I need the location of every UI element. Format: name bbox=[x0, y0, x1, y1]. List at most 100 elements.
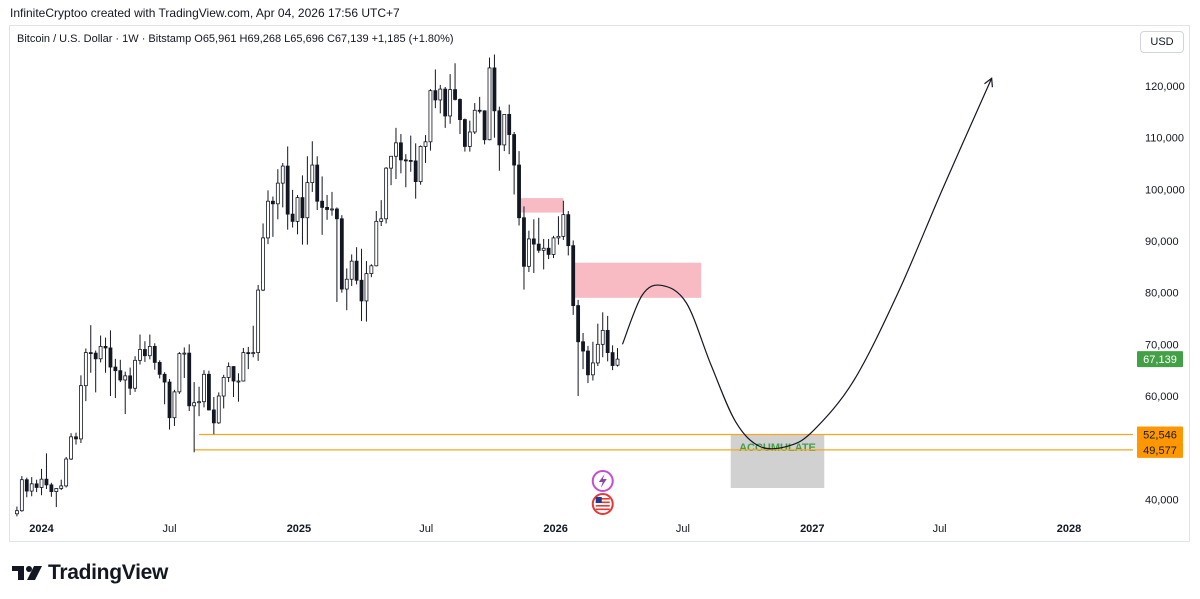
candle-body bbox=[344, 278, 349, 290]
tradingview-brand: TradingView bbox=[48, 561, 169, 584]
candle-body bbox=[339, 218, 344, 290]
candle-body bbox=[531, 238, 536, 245]
candle-body bbox=[394, 142, 398, 157]
support-price-label: 49,577 bbox=[1143, 445, 1177, 457]
candle-body bbox=[477, 109, 482, 112]
candle-body bbox=[413, 160, 418, 182]
candle-body bbox=[93, 352, 98, 360]
candle-body bbox=[315, 164, 320, 202]
candle-body bbox=[600, 329, 605, 345]
candle-body bbox=[59, 485, 64, 489]
candle-body bbox=[88, 352, 93, 355]
candle-body bbox=[138, 349, 142, 361]
candle-body bbox=[197, 401, 201, 404]
candle-body bbox=[192, 402, 197, 407]
candle-body bbox=[69, 436, 73, 460]
candle-body bbox=[182, 352, 187, 355]
candle-body bbox=[256, 289, 261, 354]
candle-body bbox=[118, 370, 123, 381]
support-price-label: 52,546 bbox=[1143, 430, 1177, 442]
candle-body bbox=[595, 343, 600, 364]
supply-zone bbox=[519, 198, 564, 213]
candle-body bbox=[211, 409, 216, 424]
tradingview-footer[interactable]: TradingView bbox=[12, 561, 168, 585]
x-tick-label: 2026 bbox=[543, 523, 567, 535]
candle-body bbox=[290, 213, 295, 222]
candle-body bbox=[325, 207, 329, 210]
tradingview-logo-icon bbox=[12, 566, 42, 580]
candle-body bbox=[517, 164, 521, 219]
candle-body bbox=[374, 220, 379, 267]
candle-body bbox=[615, 358, 620, 366]
candle-body bbox=[576, 305, 581, 343]
candle-body bbox=[207, 373, 211, 411]
candle-body bbox=[241, 352, 246, 382]
candle-body bbox=[187, 352, 192, 407]
candle-body bbox=[310, 164, 315, 184]
candle-body bbox=[463, 119, 467, 147]
candle-body bbox=[300, 197, 305, 219]
candle-body bbox=[280, 165, 285, 184]
candle-body bbox=[74, 436, 78, 440]
candle-body bbox=[103, 345, 108, 349]
candle-body bbox=[507, 114, 512, 135]
candle-body bbox=[246, 352, 251, 355]
candle-body bbox=[581, 341, 585, 352]
accumulate-zone bbox=[730, 434, 825, 488]
candle-body bbox=[458, 99, 462, 120]
candle-body bbox=[162, 373, 167, 383]
candle-body bbox=[167, 381, 172, 419]
x-tick-label: Jul bbox=[419, 523, 433, 535]
candle-body bbox=[448, 89, 453, 117]
chart-frame bbox=[9, 25, 1190, 542]
candle-body bbox=[492, 67, 497, 112]
flag-stripe bbox=[595, 505, 610, 507]
candle-body bbox=[349, 260, 354, 280]
candle-body bbox=[369, 265, 374, 274]
candle-body bbox=[541, 247, 546, 251]
candle-body bbox=[423, 141, 428, 147]
candle-body bbox=[438, 88, 443, 101]
candle-body bbox=[497, 110, 502, 146]
candle-body bbox=[428, 90, 433, 143]
candle-body bbox=[571, 245, 576, 306]
candle-body bbox=[330, 208, 334, 211]
candle-body bbox=[44, 478, 49, 486]
projection-curve bbox=[621, 78, 993, 450]
candle-body bbox=[261, 237, 265, 291]
candle-body bbox=[389, 155, 393, 169]
candle-body bbox=[295, 197, 300, 222]
candle-body bbox=[522, 217, 526, 267]
candle-body bbox=[526, 238, 531, 267]
projection-arrow-icon bbox=[984, 77, 993, 88]
x-tick-label: 2024 bbox=[29, 523, 54, 535]
support-price-label-bg bbox=[1137, 426, 1183, 443]
candle-body bbox=[98, 345, 103, 360]
candle-body bbox=[453, 89, 457, 100]
candle-body bbox=[157, 362, 162, 375]
candle-body bbox=[266, 200, 270, 239]
candle-body bbox=[418, 146, 423, 182]
candle-body bbox=[147, 345, 152, 357]
current-price-label: 67,139 bbox=[1143, 354, 1177, 366]
candle-body bbox=[379, 218, 384, 222]
candle-body bbox=[83, 352, 88, 387]
candle-body bbox=[482, 110, 487, 141]
candle-body bbox=[359, 279, 364, 302]
candle-body bbox=[133, 359, 137, 389]
candle-body bbox=[128, 375, 133, 389]
currency-button[interactable]: USD bbox=[1140, 31, 1184, 53]
candle-body bbox=[566, 214, 571, 247]
candle-body bbox=[123, 375, 128, 381]
candle-body bbox=[15, 510, 19, 515]
symbol-info: Bitcoin / U.S. Dollar · 1W · Bitstamp O6… bbox=[17, 33, 454, 45]
y-tick-label: 100,000 bbox=[1145, 184, 1185, 196]
candle-body bbox=[487, 67, 492, 141]
candle-body bbox=[285, 165, 290, 215]
candle-body bbox=[546, 247, 551, 255]
candle-body bbox=[433, 90, 438, 101]
chart-credit: InfiniteCryptoo created with TradingView… bbox=[10, 6, 400, 20]
y-tick-label: 120,000 bbox=[1145, 81, 1185, 93]
candle-body bbox=[408, 159, 413, 162]
